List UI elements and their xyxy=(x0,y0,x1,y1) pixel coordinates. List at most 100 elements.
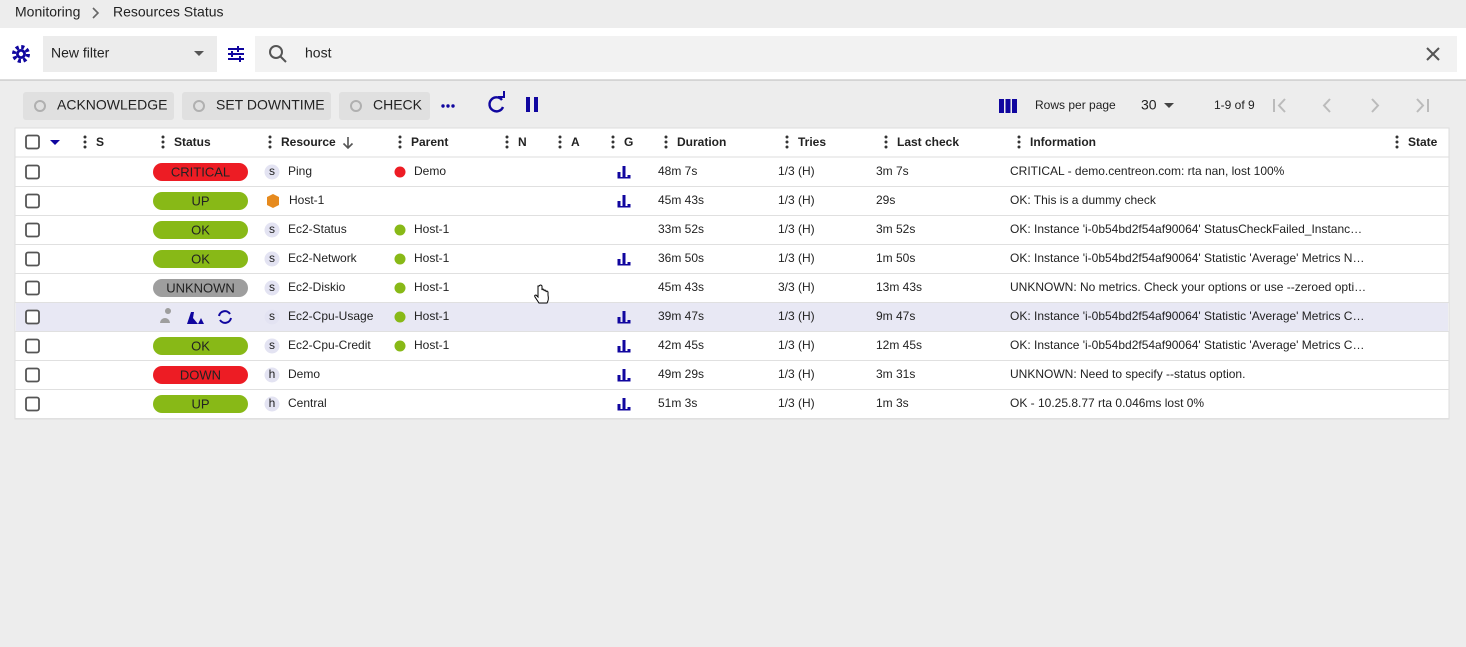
parent-name[interactable]: Host-1 xyxy=(414,280,450,294)
column-handle[interactable] xyxy=(558,145,562,149)
filter-name[interactable]: New filter xyxy=(51,45,110,61)
columns-icon[interactable] xyxy=(999,99,1017,113)
action-button[interactable] xyxy=(339,92,430,120)
resource-name[interactable]: Ec2-Cpu-Credit xyxy=(288,338,371,352)
column-handle[interactable] xyxy=(664,140,668,144)
action-button[interactable] xyxy=(182,92,331,120)
action-button[interactable] xyxy=(23,92,174,120)
select-all-checkbox[interactable] xyxy=(25,134,40,150)
graph-icon[interactable] xyxy=(622,166,626,177)
column-handle[interactable] xyxy=(611,135,615,139)
downtime-icon[interactable] xyxy=(187,312,204,324)
row-checkbox[interactable] xyxy=(25,338,40,354)
graph-icon[interactable] xyxy=(617,322,631,324)
column-handle[interactable] xyxy=(161,140,165,144)
graph-icon[interactable] xyxy=(617,375,621,380)
column-handle[interactable] xyxy=(398,135,402,139)
search-text[interactable]: host xyxy=(305,45,332,61)
graph-icon[interactable] xyxy=(627,175,631,177)
graph-icon[interactable] xyxy=(617,177,631,179)
resource-name[interactable]: Ec2-Network xyxy=(288,251,358,265)
graph-icon[interactable] xyxy=(617,380,631,382)
graph-icon[interactable] xyxy=(617,351,631,353)
column-handle[interactable] xyxy=(558,135,562,139)
pagination-controls[interactable] xyxy=(1273,98,1429,113)
column-handle[interactable] xyxy=(785,145,789,149)
rows-per-page[interactable]: 30 xyxy=(1141,97,1157,113)
parent-name[interactable]: Demo xyxy=(414,164,446,178)
column-handle[interactable] xyxy=(558,140,562,144)
column-handle[interactable] xyxy=(161,135,165,139)
column-header[interactable]: Tries xyxy=(798,135,826,149)
column-header[interactable]: Information xyxy=(1030,135,1096,149)
graph-icon[interactable] xyxy=(627,407,631,409)
column-handle[interactable] xyxy=(505,135,509,139)
column-header[interactable]: Parent xyxy=(411,135,448,149)
parent-name[interactable]: Host-1 xyxy=(414,338,450,352)
column-header[interactable]: Status xyxy=(174,135,211,149)
column-handle[interactable] xyxy=(83,135,87,139)
column-header[interactable]: A xyxy=(571,135,580,149)
column-header[interactable]: Resource xyxy=(281,135,336,149)
graph-icon[interactable] xyxy=(622,195,626,206)
column-handle[interactable] xyxy=(1395,145,1399,149)
row-checkbox[interactable] xyxy=(25,164,40,180)
row-checkbox[interactable] xyxy=(25,396,40,412)
column-header[interactable]: State xyxy=(1408,135,1438,149)
parent-name[interactable]: Host-1 xyxy=(414,251,450,265)
column-handle[interactable] xyxy=(1017,135,1021,139)
column-handle[interactable] xyxy=(884,140,888,144)
breadcrumb-item[interactable]: Resources Status xyxy=(113,4,224,20)
graph-icon[interactable] xyxy=(617,206,631,208)
column-header[interactable]: S xyxy=(96,135,104,149)
row-checkbox[interactable] xyxy=(25,367,40,383)
graph-icon[interactable] xyxy=(622,311,626,322)
column-handle[interactable] xyxy=(505,140,509,144)
graph-icon[interactable] xyxy=(622,398,626,409)
column-handle[interactable] xyxy=(884,145,888,149)
graph-icon[interactable] xyxy=(617,346,621,351)
column-handle[interactable] xyxy=(161,145,165,149)
column-header[interactable]: N xyxy=(518,135,527,149)
column-handle[interactable] xyxy=(398,140,402,144)
filter-select[interactable] xyxy=(43,36,217,72)
column-handle[interactable] xyxy=(83,140,87,144)
more-actions-icon[interactable] xyxy=(441,104,455,108)
resource-name[interactable]: Ping xyxy=(288,164,312,178)
column-handle[interactable] xyxy=(785,135,789,139)
column-handle[interactable] xyxy=(1017,140,1021,144)
graph-icon[interactable] xyxy=(617,201,621,206)
graph-icon[interactable] xyxy=(627,349,631,351)
graph-icon[interactable] xyxy=(617,409,631,411)
column-handle[interactable] xyxy=(268,140,272,144)
row-checkbox[interactable] xyxy=(25,251,40,267)
resource-name[interactable]: Ec2-Diskio xyxy=(288,280,346,294)
graph-icon[interactable] xyxy=(622,340,626,351)
column-handle[interactable] xyxy=(83,145,87,149)
resource-name[interactable]: Host-1 xyxy=(289,193,325,207)
column-handle[interactable] xyxy=(268,135,272,139)
column-handle[interactable] xyxy=(1395,140,1399,144)
graph-icon[interactable] xyxy=(617,259,621,264)
resource-name[interactable]: Ec2-Status xyxy=(288,222,347,236)
search-field[interactable] xyxy=(255,36,1457,72)
row-checkbox[interactable] xyxy=(25,309,40,325)
graph-icon[interactable] xyxy=(617,172,621,177)
column-handle[interactable] xyxy=(611,145,615,149)
graph-icon[interactable] xyxy=(617,317,621,322)
column-handle[interactable] xyxy=(398,145,402,149)
select-menu-arrow[interactable] xyxy=(50,140,60,145)
resource-name[interactable]: Demo xyxy=(288,367,320,381)
resource-name[interactable]: Ec2-Cpu-Usage xyxy=(288,309,374,323)
column-header[interactable]: Last check xyxy=(897,135,959,149)
graph-icon[interactable] xyxy=(622,369,626,380)
pause-icon[interactable] xyxy=(526,97,538,112)
graph-icon[interactable] xyxy=(617,404,621,409)
filter-options-icon[interactable] xyxy=(228,46,244,62)
column-header[interactable]: Duration xyxy=(677,135,726,149)
column-handle[interactable] xyxy=(664,145,668,149)
column-handle[interactable] xyxy=(268,145,272,149)
parent-name[interactable]: Host-1 xyxy=(414,309,450,323)
column-handle[interactable] xyxy=(785,140,789,144)
row-checkbox[interactable] xyxy=(25,193,40,209)
